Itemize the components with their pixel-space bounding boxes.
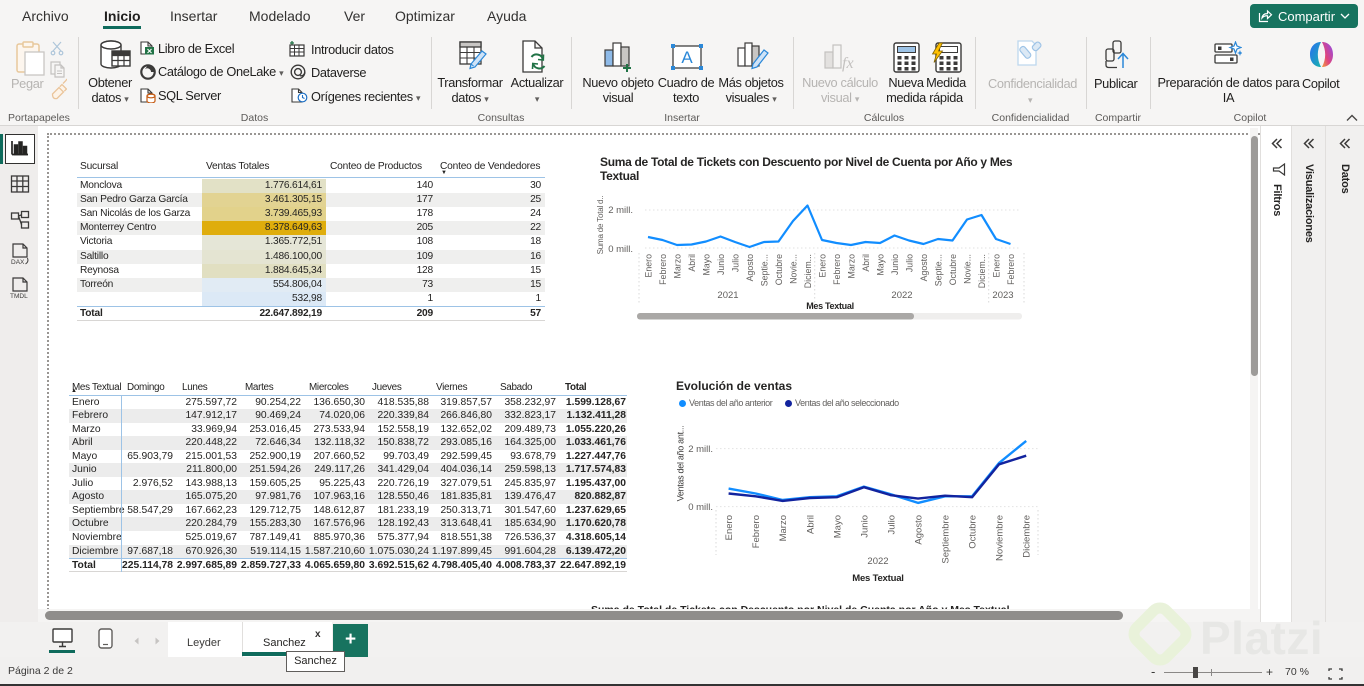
svg-text:Mayo: Mayo (876, 254, 886, 276)
svg-text:Octubre: Octubre (774, 254, 784, 285)
svg-text:Junio: Junio (859, 515, 870, 538)
svg-text:Octubre: Octubre (948, 254, 958, 285)
svg-text:Mes Textual: Mes Textual (852, 573, 903, 584)
svg-text:Abril: Abril (687, 254, 697, 272)
svg-text:Enero: Enero (644, 254, 654, 278)
svg-text:Enero: Enero (818, 254, 828, 278)
svg-text:Diciem...: Diciem... (803, 254, 813, 288)
svg-text:2 mill.: 2 mill. (688, 444, 713, 455)
svg-text:Mes Textual: Mes Textual (806, 301, 854, 311)
svg-text:Septiembre: Septiembre (941, 515, 952, 564)
svg-text:Suma de Total d..: Suma de Total d.. (596, 196, 605, 255)
svg-text:0 mill.: 0 mill. (608, 244, 633, 255)
svg-text:Junio: Junio (890, 254, 900, 275)
svg-text:Mayo: Mayo (832, 515, 843, 538)
svg-text:Febrero: Febrero (751, 515, 762, 548)
svg-text:Abril: Abril (861, 254, 871, 272)
svg-text:Abril: Abril (805, 515, 816, 534)
svg-text:Novie...: Novie... (963, 254, 973, 284)
svg-text:Marzo: Marzo (847, 254, 857, 279)
svg-text:Marzo: Marzo (673, 254, 683, 279)
svg-text:2022: 2022 (867, 556, 888, 567)
svg-text:Septie...: Septie... (934, 254, 944, 286)
svg-text:Febrero: Febrero (832, 254, 842, 285)
svg-text:Febrero: Febrero (1006, 254, 1016, 285)
svg-text:Agosto: Agosto (919, 254, 929, 281)
svg-text:Febrero: Febrero (658, 254, 668, 285)
svg-text:Agosto: Agosto (745, 254, 755, 281)
svg-text:Enero: Enero (724, 515, 735, 540)
svg-text:2021: 2021 (717, 290, 738, 301)
svg-text:Novie...: Novie... (789, 254, 799, 284)
svg-text:DAX: DAX (11, 259, 25, 266)
svg-text:Diciem...: Diciem... (977, 254, 987, 288)
svg-text:fx: fx (842, 55, 854, 72)
svg-text:0 mill.: 0 mill. (688, 502, 713, 513)
svg-text:A: A (681, 48, 693, 67)
svg-text:Junio: Junio (716, 254, 726, 275)
svg-text:2023: 2023 (992, 290, 1013, 301)
svg-text:2 mill.: 2 mill. (608, 205, 633, 216)
svg-text:Julio: Julio (731, 254, 741, 272)
svg-text:Diciembre: Diciembre (1022, 515, 1033, 558)
svg-text:Agosto: Agosto (914, 515, 925, 545)
svg-text:Mayo: Mayo (702, 254, 712, 276)
svg-text:Octubre: Octubre (968, 515, 979, 549)
svg-text:TMDL: TMDL (10, 293, 28, 300)
svg-text:Noviembre: Noviembre (995, 515, 1006, 561)
svg-text:2022: 2022 (891, 290, 912, 301)
svg-text:Julio: Julio (886, 515, 897, 535)
svg-text:Julio: Julio (905, 254, 915, 272)
svg-text:Septie...: Septie... (760, 254, 770, 286)
svg-text:Enero: Enero (992, 254, 1002, 278)
svg-text:Marzo: Marzo (778, 515, 789, 541)
